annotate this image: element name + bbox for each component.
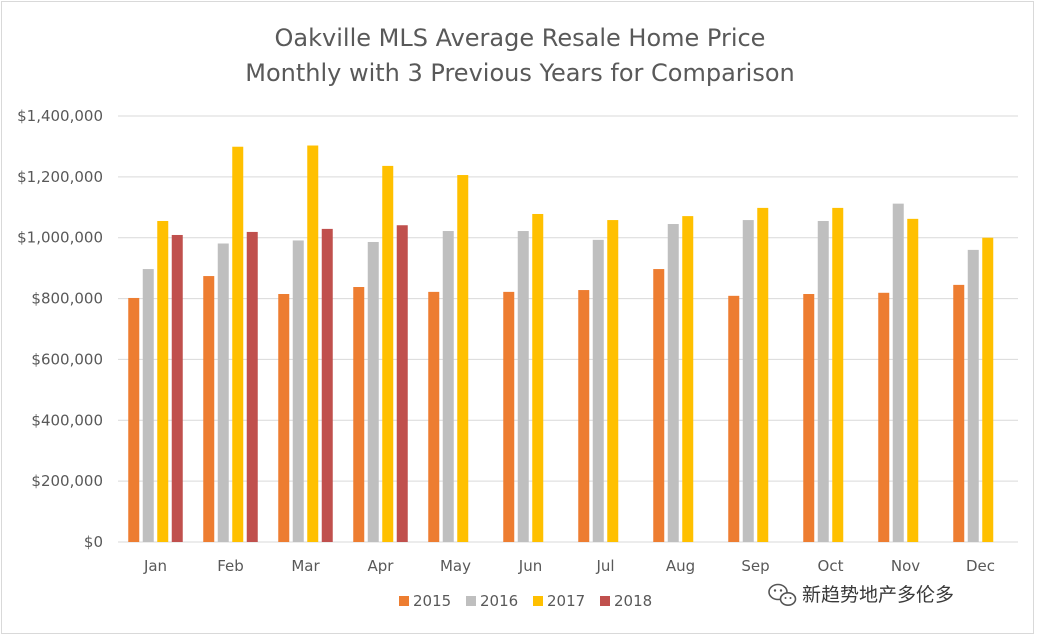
bar-2015-mar (278, 294, 290, 542)
bar-2016-may (442, 231, 454, 542)
bar-2016-feb (217, 243, 229, 542)
bar-2015-dec (953, 284, 965, 542)
x-tick-label-dec: Dec (966, 557, 995, 575)
bar-2016-jun (517, 231, 529, 542)
bar-2016-jul (592, 239, 604, 542)
x-tick-label-feb: Feb (217, 557, 244, 575)
bar-2016-jan (142, 269, 154, 542)
bar-2017-oct (832, 207, 844, 542)
wechat-icon (768, 583, 797, 606)
bar-2016-mar (292, 240, 304, 542)
x-tick-label-aug: Aug (666, 557, 695, 575)
legend-swatch-2015 (399, 596, 409, 606)
bar-2017-jul (607, 220, 619, 542)
legend-label-2018: 2018 (614, 592, 652, 610)
bar-2015-sep (728, 295, 740, 542)
legend-swatch-2016 (466, 596, 476, 606)
bar-2016-apr (367, 241, 379, 542)
y-tick-label: $0 (84, 533, 103, 551)
bar-2018-apr (396, 225, 408, 542)
y-tick-label: $200,000 (31, 472, 103, 490)
bar-2016-oct (817, 220, 829, 542)
x-tick-label-nov: Nov (891, 557, 920, 575)
gridlines (118, 115, 1018, 543)
bar-2016-sep (742, 220, 754, 542)
bar-2017-mar (307, 145, 319, 542)
chart-title: Oakville MLS Average Resale Home Price M… (245, 24, 795, 87)
x-tick-label-jan: Jan (143, 557, 167, 575)
watermark: 新趋势地产多伦多 (768, 583, 954, 606)
bar-2017-nov (907, 218, 919, 542)
y-tick-label: $1,200,000 (17, 168, 103, 186)
x-tick-label-oct: Oct (818, 557, 844, 575)
legend-swatch-2018 (600, 596, 610, 606)
bar-2015-jan (128, 297, 140, 542)
bar-2017-jun (532, 213, 544, 543)
x-tick-label-jul: Jul (595, 557, 614, 575)
legend-swatch-2017 (533, 596, 543, 606)
legend-label-2016: 2016 (480, 592, 518, 610)
bar-2015-jul (578, 290, 590, 542)
y-tick-label: $800,000 (31, 290, 103, 308)
x-tick-label-apr: Apr (368, 557, 395, 575)
x-axis-tick-labels: Jan Feb Mar Apr May Jun Jul Aug Sep Oct Nov Dec (143, 557, 995, 575)
bar-2015-oct (803, 294, 815, 542)
y-tick-label: $1,000,000 (17, 229, 103, 247)
bar-2015-aug (653, 269, 665, 542)
legend-label-2017: 2017 (547, 592, 585, 610)
bar-2017-may (457, 175, 469, 542)
bar-2015-jun (503, 291, 515, 542)
y-tick-label: $600,000 (31, 350, 103, 368)
bar-2018-feb (246, 231, 258, 542)
x-tick-label-jun: Jun (518, 557, 542, 575)
bars (128, 145, 994, 543)
bar-2018-mar (321, 228, 333, 542)
x-tick-label-sep: Sep (741, 557, 769, 575)
watermark-text: 新趋势地产多伦多 (802, 584, 954, 606)
bar-2015-apr (353, 287, 365, 542)
bar-2017-aug (682, 216, 694, 543)
y-tick-label: $400,000 (31, 411, 103, 429)
y-tick-label: $1,400,000 (17, 107, 103, 125)
bar-2016-aug (667, 224, 679, 542)
chart-title-line-1: Oakville MLS Average Resale Home Price (275, 24, 766, 52)
chart-title-line-2: Monthly with 3 Previous Years for Compar… (245, 59, 795, 87)
bar-2017-sep (757, 207, 769, 542)
bar-2015-may (428, 291, 440, 542)
legend-label-2015: 2015 (413, 592, 451, 610)
bar-2015-nov (878, 292, 890, 542)
bar-2017-feb (232, 146, 244, 543)
bar-2018-jan (171, 234, 183, 542)
y-axis-tick-labels: $0 $200,000 $400,000 $600,000 $800,000 $1,000… (17, 107, 103, 551)
x-tick-label-mar: Mar (291, 557, 320, 575)
bar-2017-apr (382, 165, 394, 542)
x-tick-label-may: May (440, 557, 471, 575)
bar-2015-feb (203, 276, 215, 542)
bar-2016-dec (967, 249, 979, 542)
bar-2017-jan (157, 220, 169, 542)
bar-2017-dec (982, 237, 994, 542)
bar-2016-nov (892, 203, 904, 543)
legend: 2015 2016 2017 2018 (399, 592, 652, 610)
